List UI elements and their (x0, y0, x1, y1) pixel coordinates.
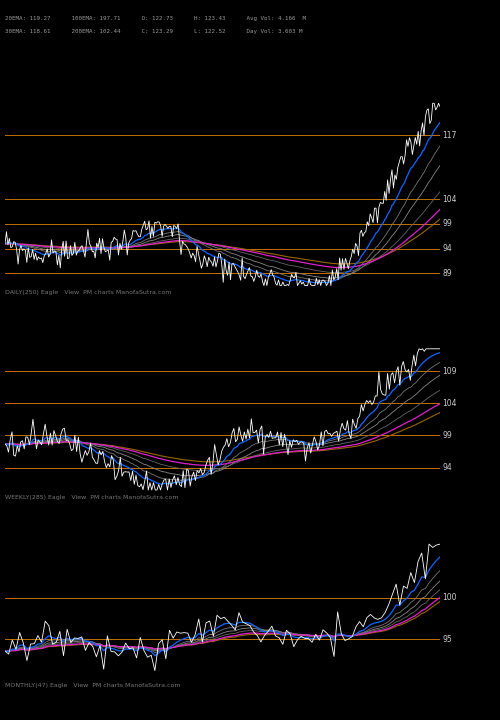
Text: 117: 117 (442, 131, 456, 140)
Text: MONTHLY(47) Eagle   View  PM charts ManofaSutra.com: MONTHLY(47) Eagle View PM charts ManofaS… (5, 683, 180, 688)
Text: 94: 94 (442, 244, 452, 253)
Text: 104: 104 (442, 195, 456, 204)
Text: DAILY(250) Eagle   View  PM charts ManofaSutra.com: DAILY(250) Eagle View PM charts ManofaSu… (5, 290, 172, 295)
Text: WEEKLY(285) Eagle   View  PM charts ManofaSutra.com: WEEKLY(285) Eagle View PM charts ManofaS… (5, 495, 178, 500)
Text: 104: 104 (442, 399, 456, 408)
Text: 95: 95 (442, 634, 452, 644)
Text: 20EMA: 119.27      100EMA: 197.71      O: 122.73      H: 123.43      Avg Vol: 4.: 20EMA: 119.27 100EMA: 197.71 O: 122.73 H… (5, 16, 306, 21)
Text: 109: 109 (442, 366, 456, 376)
Text: 94: 94 (442, 463, 452, 472)
Text: 100: 100 (442, 593, 456, 603)
Text: 89: 89 (442, 269, 452, 278)
Text: 30EMA: 118.61      200EMA: 102.44      C: 123.29      L: 122.52      Day Vol: 3.: 30EMA: 118.61 200EMA: 102.44 C: 123.29 L… (5, 29, 302, 34)
Text: 99: 99 (442, 220, 452, 228)
Text: 99: 99 (442, 431, 452, 440)
